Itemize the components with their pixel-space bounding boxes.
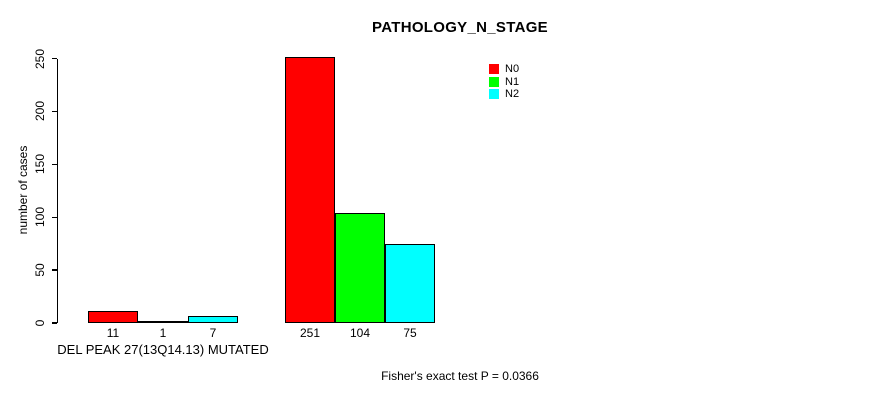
y-axis-tick [51,269,57,271]
legend-swatch-n1 [489,76,499,87]
y-tick-label: 100 [32,207,47,228]
legend-label: N0 [505,63,520,75]
bar-value-label: 11 [106,326,120,340]
y-axis-tick [51,110,57,113]
stat-annotation: Fisher's exact test P = 0.0366 [381,369,539,383]
bar-value-label: 251 [299,326,321,340]
legend-item-n1: N1 [489,75,520,88]
y-tick-label: 150 [32,154,47,175]
bar-value-label: 1 [159,326,167,340]
bar-n2-group1 [188,315,238,323]
bar-n0-group2 [285,57,335,323]
bar-value-label: 7 [209,326,217,340]
legend-swatch-n0 [489,64,499,74]
y-tick-label: 0 [32,319,47,327]
bar-n0-group1 [88,311,138,323]
y-axis-tick [51,216,57,218]
bar-n2-group2 [385,243,435,323]
legend-swatch-n2 [489,89,499,99]
y-tick-label: 50 [32,263,47,277]
y-tick-label: 250 [32,48,47,69]
bar-n1-group1 [138,320,188,323]
x-axis-group-label: DEL PEAK 27(13Q14.13) MUTATED [57,342,269,357]
y-axis-line [56,58,59,323]
bar-value-label: 75 [403,326,417,340]
y-tick-label: 200 [32,101,47,122]
chart-title: PATHOLOGY_N_STAGE [372,19,548,36]
legend-label: N2 [505,88,520,100]
y-axis-tick [51,163,57,165]
legend-item-n2: N2 [489,88,520,100]
y-axis-tick [51,322,57,324]
bar-n1-group2 [335,212,385,323]
legend-item-n0: N0 [489,63,520,75]
bar-value-label: 104 [349,326,371,340]
y-axis-tick [51,57,57,60]
legend-label: N1 [505,75,520,88]
legend: N0 N1 N2 [489,64,519,102]
